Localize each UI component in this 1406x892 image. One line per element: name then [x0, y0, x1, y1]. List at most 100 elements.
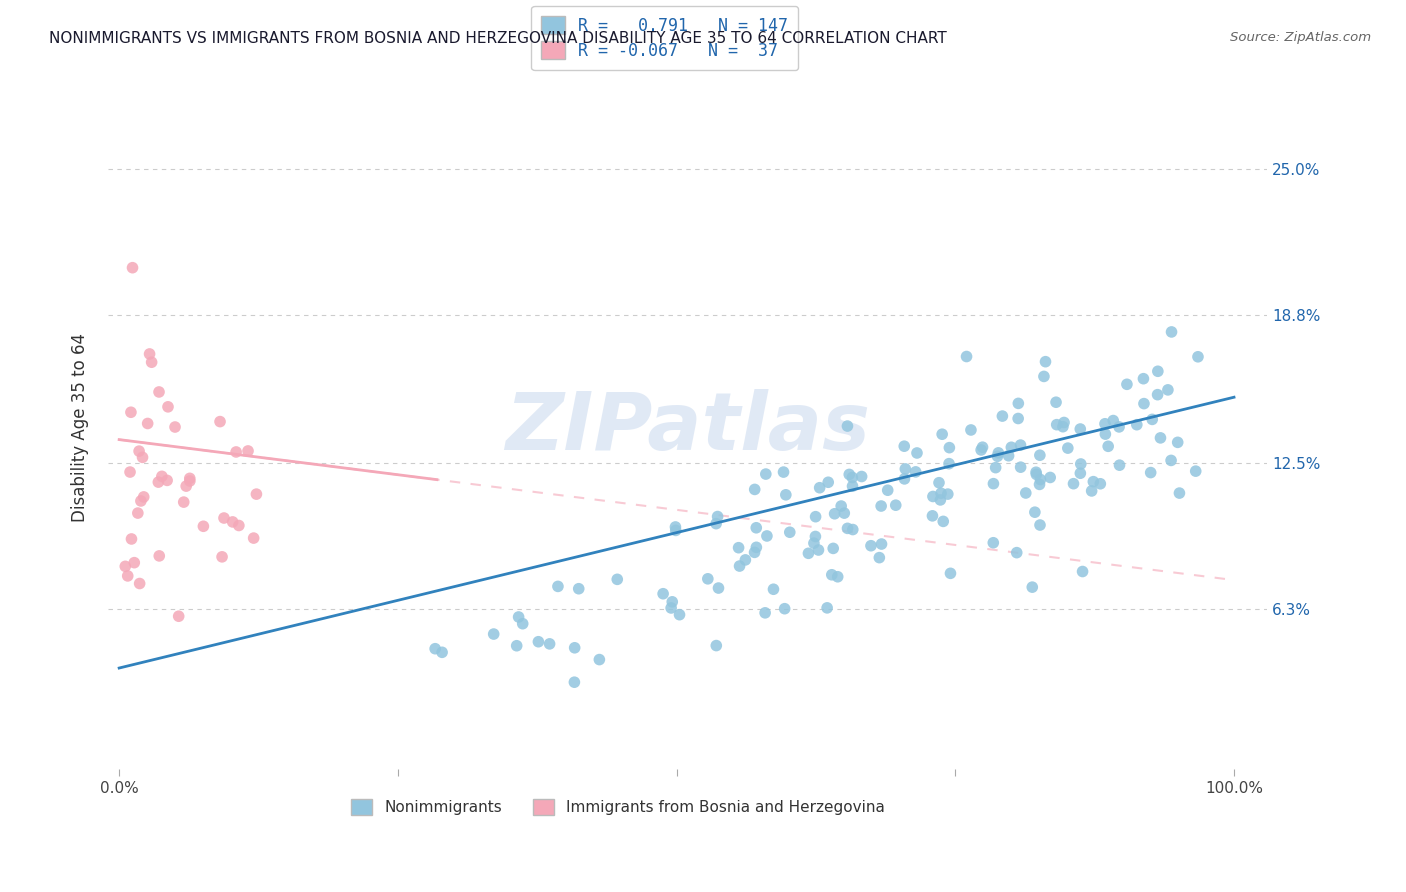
Point: [141, 355, 163, 369]
Point: [1071, 565, 1094, 579]
Point: [211, 549, 233, 564]
Point: [904, 465, 927, 479]
Point: [1039, 470, 1062, 484]
Point: [538, 637, 561, 651]
Point: [131, 450, 153, 465]
Point: [997, 449, 1019, 463]
Point: [512, 616, 534, 631]
Point: [1147, 364, 1170, 378]
Point: [156, 474, 179, 488]
Point: [136, 417, 159, 431]
Point: [1010, 438, 1032, 452]
Text: ZIPatlas: ZIPatlas: [505, 389, 870, 467]
Point: [779, 525, 801, 540]
Point: [706, 509, 728, 524]
Point: [824, 507, 846, 521]
Point: [981, 535, 1004, 549]
Point: [1168, 486, 1191, 500]
Point: [803, 536, 825, 550]
Point: [893, 472, 915, 486]
Point: [744, 483, 766, 497]
Point: [704, 516, 727, 531]
Point: [1010, 460, 1032, 475]
Point: [837, 521, 859, 535]
Point: [938, 441, 960, 455]
Point: [832, 506, 855, 520]
Point: [1094, 427, 1116, 442]
Point: [773, 601, 796, 615]
Point: [1070, 457, 1092, 471]
Point: [652, 587, 675, 601]
Point: [841, 470, 863, 484]
Point: [755, 467, 778, 481]
Point: [922, 490, 945, 504]
Point: [939, 566, 962, 581]
Point: [124, 556, 146, 570]
Point: [928, 475, 950, 490]
Point: [1184, 464, 1206, 478]
Point: [842, 523, 865, 537]
Point: [1007, 411, 1029, 425]
Point: [1015, 486, 1038, 500]
Point: [734, 553, 756, 567]
Point: [1029, 448, 1052, 462]
Point: [127, 506, 149, 520]
Point: [173, 495, 195, 509]
Point: [938, 457, 960, 471]
Point: [830, 499, 852, 513]
Point: [1052, 419, 1074, 434]
Legend: Nonimmigrants, Immigrants from Bosnia and Herzegovina: Nonimmigrants, Immigrants from Bosnia an…: [343, 791, 893, 823]
Point: [808, 481, 831, 495]
Point: [1094, 417, 1116, 431]
Point: [1187, 350, 1209, 364]
Point: [1024, 505, 1046, 519]
Point: [905, 446, 928, 460]
Point: [236, 444, 259, 458]
Point: [129, 494, 152, 508]
Point: [564, 675, 586, 690]
Point: [754, 606, 776, 620]
Point: [606, 572, 628, 586]
Point: [1133, 396, 1156, 410]
Point: [762, 582, 785, 597]
Point: [837, 419, 859, 434]
Point: [704, 639, 727, 653]
Point: [1028, 477, 1050, 491]
Point: [659, 601, 682, 615]
Point: [987, 446, 1010, 460]
Point: [727, 541, 749, 555]
Point: [728, 559, 751, 574]
Point: [121, 260, 143, 275]
Point: [744, 545, 766, 559]
Point: [588, 652, 610, 666]
Point: [1053, 416, 1076, 430]
Point: [163, 420, 186, 434]
Point: [884, 498, 907, 512]
Point: [1149, 431, 1171, 445]
Point: [568, 582, 591, 596]
Point: [745, 521, 768, 535]
Point: [148, 549, 170, 563]
Point: [1025, 465, 1047, 479]
Point: [128, 444, 150, 458]
Point: [527, 634, 550, 648]
Point: [212, 511, 235, 525]
Point: [1132, 372, 1154, 386]
Point: [423, 641, 446, 656]
Point: [1007, 396, 1029, 410]
Point: [986, 450, 1008, 464]
Point: [1069, 467, 1091, 481]
Point: [1097, 439, 1119, 453]
Point: [876, 483, 898, 498]
Point: [775, 488, 797, 502]
Y-axis label: Disability Age 35 to 64: Disability Age 35 to 64: [72, 334, 89, 523]
Point: [827, 570, 849, 584]
Point: [932, 515, 955, 529]
Point: [228, 518, 250, 533]
Point: [1146, 387, 1168, 401]
Point: [1083, 475, 1105, 489]
Point: [128, 576, 150, 591]
Point: [841, 479, 863, 493]
Point: [121, 532, 143, 546]
Point: [156, 400, 179, 414]
